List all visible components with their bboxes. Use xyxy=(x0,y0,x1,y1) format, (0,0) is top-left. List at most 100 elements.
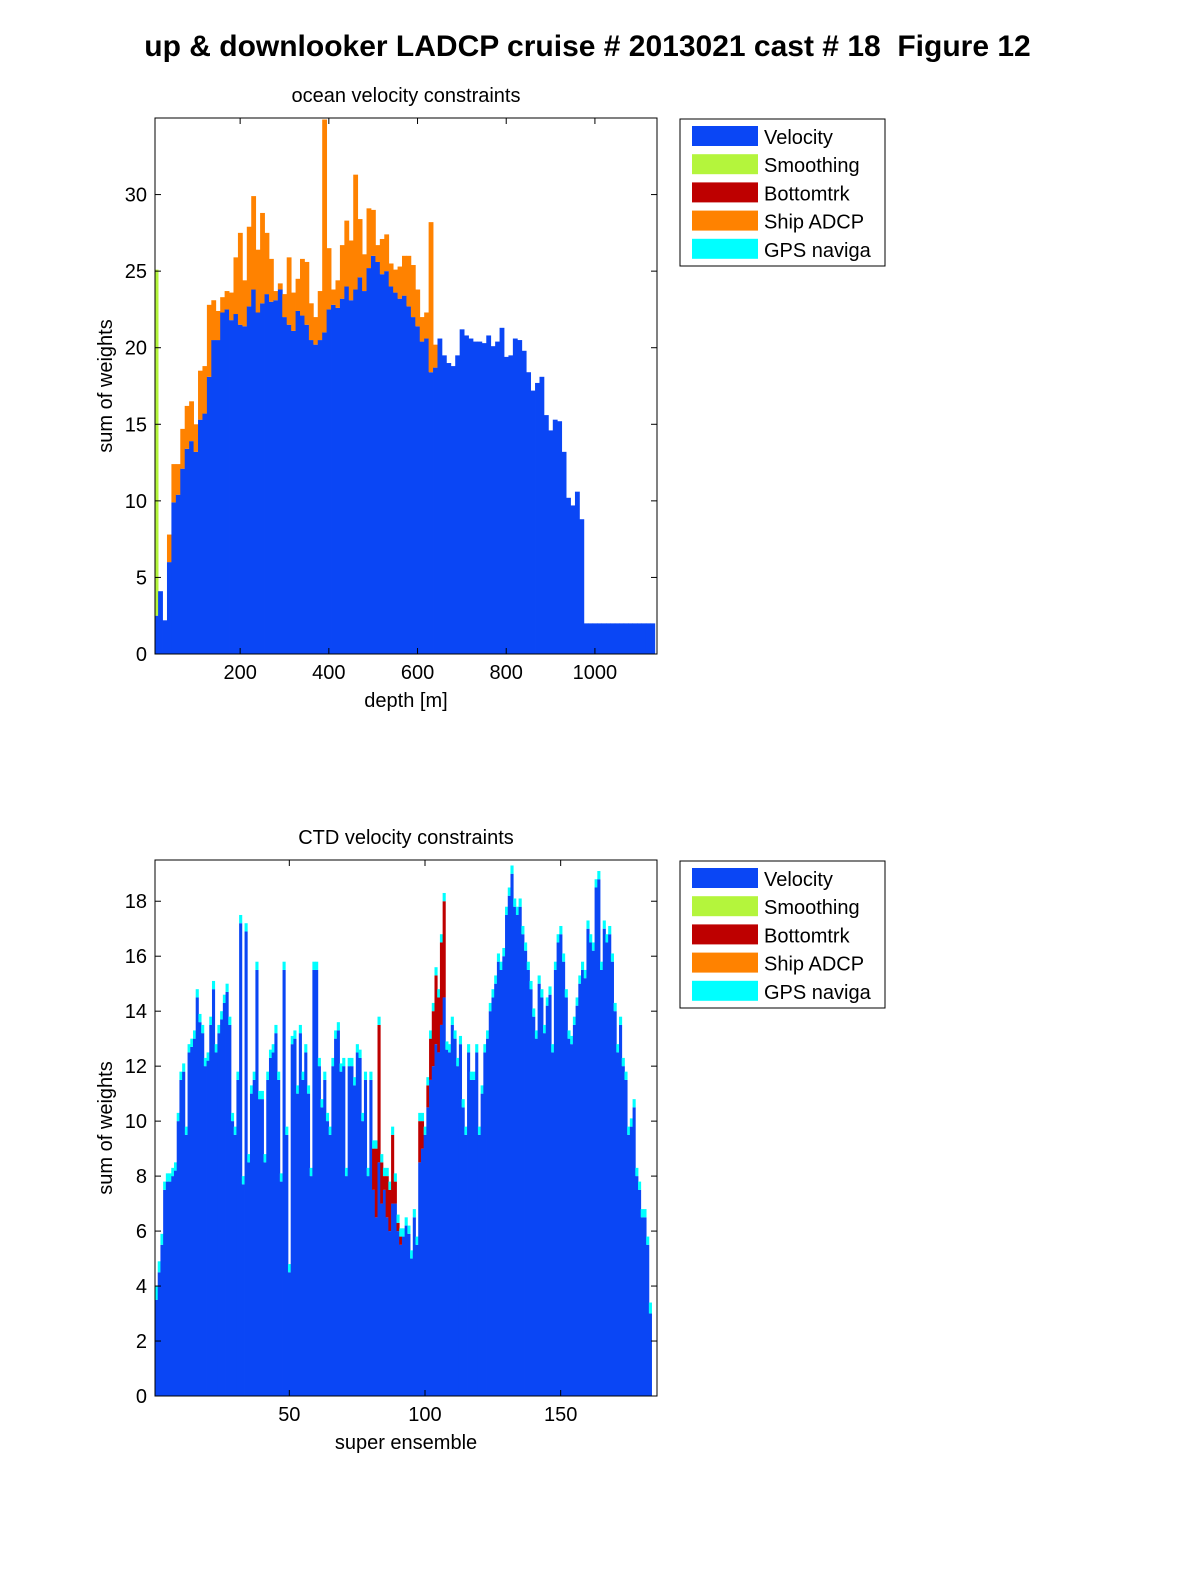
bar-velocity xyxy=(233,1134,237,1396)
bar-velocity xyxy=(434,1044,438,1396)
bar-ship-adcp xyxy=(251,196,257,290)
bar-ship-adcp xyxy=(424,312,430,339)
bar-velocity xyxy=(424,338,430,654)
bar-gps-naviga xyxy=(562,953,566,962)
bar-velocity xyxy=(155,615,159,654)
bar-gps-naviga xyxy=(496,953,501,962)
bar-velocity xyxy=(335,307,341,654)
bar-gps-naviga xyxy=(621,1057,625,1067)
bar-velocity xyxy=(407,1233,411,1396)
bar-gps-naviga xyxy=(613,1002,617,1012)
bar-velocity xyxy=(189,441,194,654)
x-axis-label: depth [m] xyxy=(364,690,447,712)
bar-velocity xyxy=(366,268,372,654)
bar-velocity xyxy=(521,934,525,1396)
bar-velocity xyxy=(357,277,363,654)
y-tick-label: 0 xyxy=(136,1386,147,1408)
bar-velocity xyxy=(277,289,283,654)
bar-velocity xyxy=(613,1011,617,1396)
bars-group xyxy=(155,865,652,1396)
bar-velocity xyxy=(545,1005,549,1396)
bar-velocity xyxy=(623,623,629,654)
bar-gps-naviga xyxy=(648,1302,652,1314)
bar-gps-naviga xyxy=(521,925,525,935)
bar-velocity xyxy=(322,332,328,654)
bar-velocity xyxy=(236,1079,240,1396)
bar-velocity xyxy=(513,906,517,1396)
bar-gps-naviga xyxy=(475,1044,479,1053)
bar-velocity xyxy=(237,324,243,654)
bar-velocity xyxy=(548,430,554,654)
bar-ship-adcp xyxy=(224,291,230,310)
bar-velocity xyxy=(439,1024,444,1396)
bar-velocity xyxy=(393,292,398,654)
bar-gps-naviga xyxy=(396,1214,400,1223)
legend-swatch xyxy=(692,126,758,146)
bar-velocity xyxy=(638,1189,642,1396)
bar-velocity xyxy=(157,1272,161,1396)
bar-velocity xyxy=(184,1134,188,1396)
x-tick-label: 200 xyxy=(223,662,256,684)
bar-bottomtrk xyxy=(418,1121,422,1163)
bar-velocity xyxy=(426,1107,430,1396)
bar-velocity xyxy=(502,956,506,1396)
bar-gps-naviga xyxy=(505,906,509,915)
bar-velocity xyxy=(388,286,394,654)
bar-velocity xyxy=(206,1060,210,1396)
bar-velocity xyxy=(252,1079,256,1396)
bar-gps-naviga xyxy=(537,975,541,984)
bar-gps-naviga xyxy=(461,1099,465,1108)
bar-gps-naviga xyxy=(363,1071,368,1080)
bar-velocity xyxy=(331,1066,335,1396)
bar-ship-adcp xyxy=(268,258,274,302)
bar-gps-naviga xyxy=(385,1167,389,1177)
bar-velocity xyxy=(220,312,226,654)
bar-bottomtrk xyxy=(385,1176,389,1218)
bar-ship-adcp xyxy=(193,424,199,452)
bar-gps-naviga xyxy=(456,1057,460,1067)
bar-velocity xyxy=(391,1203,395,1396)
bar-velocity xyxy=(557,421,563,654)
bar-velocity xyxy=(198,1022,202,1396)
figure-title: up & downlooker LADCP cruise # 2013021 c… xyxy=(144,30,1031,63)
bar-velocity xyxy=(583,623,589,654)
bar-velocity xyxy=(591,950,595,1396)
bar-velocity xyxy=(614,623,620,654)
bar-velocity xyxy=(610,623,616,654)
bar-velocity xyxy=(553,969,557,1396)
bar-gps-naviga xyxy=(309,1167,313,1177)
bar-velocity xyxy=(309,1176,313,1396)
bar-velocity xyxy=(184,448,190,654)
bar-gps-naviga xyxy=(339,1063,343,1072)
bar-gps-naviga xyxy=(581,961,585,970)
y-tick-label: 6 xyxy=(136,1221,147,1243)
bar-velocity xyxy=(648,1313,652,1396)
bar-ship-adcp xyxy=(419,317,425,342)
bar-velocity xyxy=(382,1189,387,1396)
bar-velocity xyxy=(211,989,216,1396)
bar-velocity xyxy=(499,969,503,1396)
bar-gps-naviga xyxy=(331,1057,335,1067)
bar-velocity xyxy=(171,502,177,654)
bar-gps-naviga xyxy=(168,1173,172,1182)
bar-gps-naviga xyxy=(301,1071,305,1080)
bar-ship-adcp xyxy=(295,278,301,311)
bar-velocity xyxy=(551,1052,555,1396)
bar-velocity xyxy=(260,1099,264,1396)
bar-velocity xyxy=(260,303,265,654)
bar-ship-adcp xyxy=(322,119,328,333)
bar-ship-adcp xyxy=(246,226,252,307)
bar-velocity xyxy=(282,969,286,1396)
bar-gps-naviga xyxy=(230,1112,235,1122)
bar-ship-adcp xyxy=(237,232,243,325)
bar-velocity xyxy=(574,491,580,654)
bar-velocity xyxy=(532,1016,536,1396)
bar-velocity xyxy=(433,367,438,654)
bar-ship-adcp xyxy=(375,245,381,262)
bar-gps-naviga xyxy=(529,980,533,990)
bar-ship-adcp xyxy=(300,258,305,316)
bar-gps-naviga xyxy=(228,1016,232,1025)
bar-velocity xyxy=(428,372,434,654)
bar-gps-naviga xyxy=(627,1126,631,1135)
